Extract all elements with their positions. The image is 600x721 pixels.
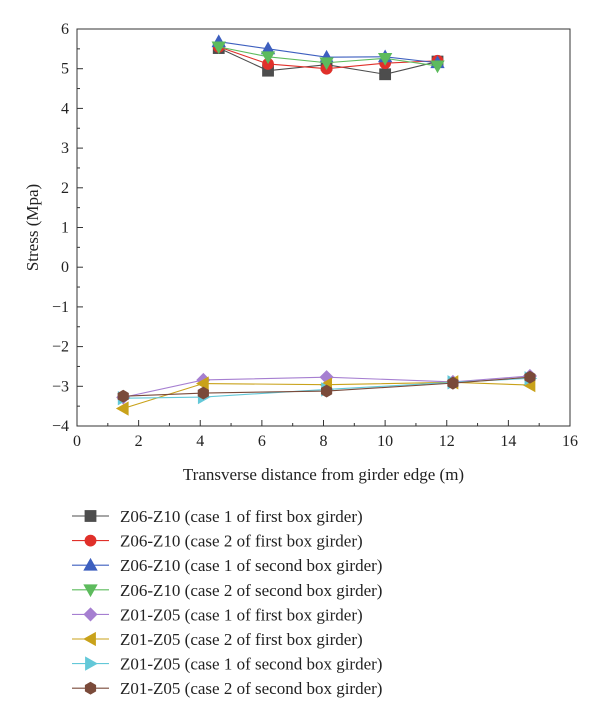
x-tick-label: 4 (196, 433, 204, 450)
legend-item: Z06-Z10 (case 1 of second box girder) (72, 556, 382, 575)
legend-marker (83, 631, 96, 647)
y-tick-label: 6 (61, 21, 69, 38)
data-point (379, 68, 392, 81)
x-tick-label: 10 (377, 433, 393, 450)
y-tick-label: −3 (52, 378, 69, 395)
x-tick-label: 0 (73, 433, 81, 450)
legend-marker (83, 607, 98, 622)
data-point (430, 60, 445, 74)
legend-item: Z01-Z05 (case 1 of second box girder) (72, 655, 382, 674)
x-axis-title: Transverse distance from girder edge (m) (183, 465, 464, 484)
y-tick-label: −1 (52, 299, 69, 316)
legend: Z06-Z10 (case 1 of first box girder) Z06-… (72, 507, 382, 698)
data-point (377, 52, 393, 66)
y-tick-label: 4 (61, 100, 69, 117)
y-tick-label: 3 (61, 140, 69, 157)
data-point (117, 389, 129, 403)
y-axis-title: Stress (Mpa) (23, 184, 42, 271)
data-point (320, 384, 333, 398)
legend-marker (84, 534, 97, 547)
y-tick-label: 0 (61, 259, 69, 276)
x-tick-label: 12 (439, 433, 455, 450)
legend-marker (84, 510, 97, 522)
data-point (319, 57, 334, 71)
legend-item: Z06-Z10 (case 1 of first box girder) (72, 507, 363, 526)
x-tick-label: 14 (500, 433, 516, 450)
y-tick-label: −4 (52, 418, 69, 435)
legend-item: Z01-Z05 (case 2 of second box girder) (72, 679, 382, 698)
legend-label: Z01-Z05 (case 1 of second box girder) (120, 655, 382, 674)
series-8 (117, 370, 536, 403)
legend-marker (84, 681, 97, 695)
data-point (115, 401, 129, 416)
x-tick-label: 16 (562, 433, 578, 450)
legend-label: Z01-Z05 (case 2 of first box girder) (120, 630, 363, 649)
plot-area (115, 34, 538, 416)
data-point (447, 376, 459, 390)
plot-frame (76, 28, 571, 427)
y-tick-label: 5 (61, 61, 69, 78)
legend-label: Z06-Z10 (case 2 of second box girder) (120, 581, 382, 600)
data-point (524, 370, 536, 384)
y-tick-label: 1 (61, 220, 69, 237)
legend-item: Z01-Z05 (case 2 of first box girder) (72, 630, 363, 649)
legend-label: Z06-Z10 (case 1 of second box girder) (120, 556, 382, 575)
x-tick-label: 8 (320, 433, 328, 450)
legend-label: Z01-Z05 (case 2 of second box girder) (120, 679, 382, 698)
x-tick-label: 6 (258, 433, 266, 450)
data-point (260, 51, 276, 65)
x-tick-label: 2 (135, 433, 143, 450)
y-tick-label: −2 (52, 339, 69, 356)
y-tick-label: 2 (61, 180, 69, 197)
legend-item: Z06-Z10 (case 2 of second box girder) (72, 581, 382, 600)
legend-label: Z06-Z10 (case 1 of first box girder) (120, 507, 363, 526)
legend-marker (83, 557, 98, 571)
legend-marker (85, 656, 98, 671)
series-4 (211, 41, 445, 74)
legend-item: Z06-Z10 (case 2 of first box girder) (72, 532, 363, 551)
legend-label: Z06-Z10 (case 2 of first box girder) (120, 532, 363, 551)
data-point (197, 386, 209, 400)
legend-label: Z01-Z05 (case 1 of first box girder) (120, 605, 363, 624)
legend-item: Z01-Z05 (case 1 of first box girder) (72, 605, 363, 624)
data-point (196, 376, 209, 391)
data-point (211, 41, 226, 55)
legend-marker (83, 584, 98, 598)
